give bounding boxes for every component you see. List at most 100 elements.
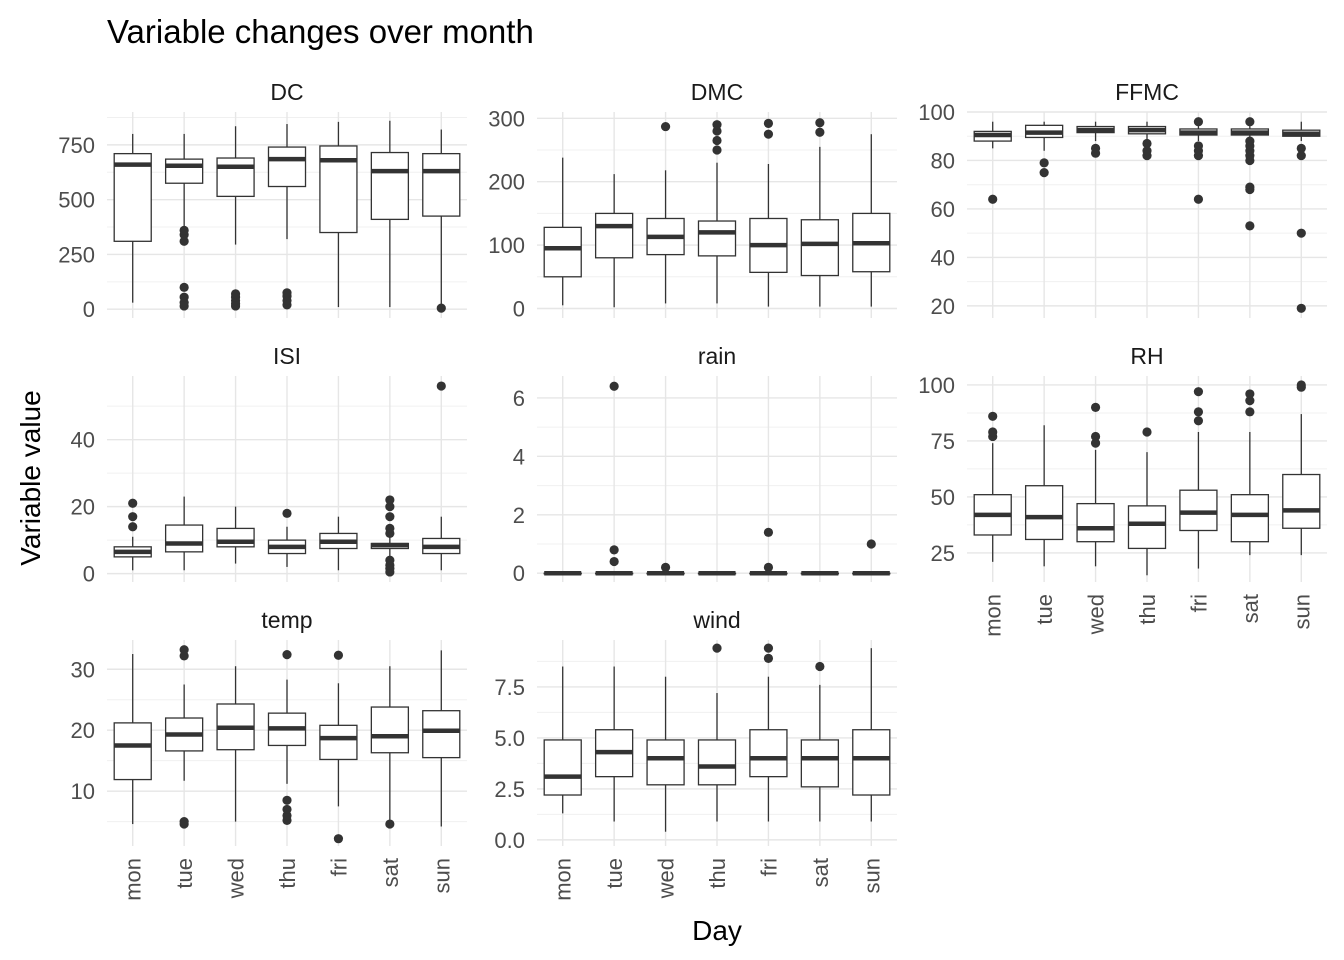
- x-tick-label: sun: [1289, 594, 1314, 629]
- outlier-point: [1296, 151, 1306, 161]
- outlier-point: [1193, 387, 1204, 397]
- y-tick-label: 7.5: [494, 675, 525, 700]
- box-ffmc-mon: [973, 121, 1012, 204]
- x-tick-label: mon: [981, 594, 1006, 637]
- outlier-point: [1193, 407, 1204, 417]
- x-tick-label: wed: [224, 858, 249, 899]
- box-body: [697, 739, 737, 786]
- box-body: [216, 157, 255, 198]
- x-tick-label: sun: [429, 858, 454, 893]
- outlier-point: [712, 120, 722, 130]
- outlier-point: [1296, 303, 1306, 313]
- outlier-point: [988, 411, 998, 421]
- box-wind-thu: [697, 643, 737, 822]
- y-tick-label: 40: [71, 428, 95, 453]
- box-temp-wed: [216, 666, 255, 822]
- outlier-point: [763, 527, 774, 537]
- y-tick-label: 0.0: [494, 828, 525, 853]
- panel-strip-label: RH: [1130, 343, 1163, 369]
- box-isi-tue: [164, 496, 204, 571]
- box-body: [749, 729, 788, 778]
- outlier-point: [712, 126, 722, 136]
- panel-dmc: DMC 0 100 200 300: [488, 79, 897, 321]
- box-isi-sun: [422, 381, 461, 571]
- outlier-point: [436, 303, 446, 313]
- x-tick-label: wed: [1084, 594, 1109, 635]
- y-tick-label: 300: [488, 106, 525, 131]
- x-tick-label: thu: [705, 858, 730, 889]
- outlier-point: [660, 121, 671, 132]
- outlier-point: [1090, 438, 1101, 448]
- y-tick-label: 20: [71, 495, 95, 520]
- outlier-point: [1193, 416, 1204, 426]
- box-wind-wed: [646, 676, 685, 832]
- outlier-point: [763, 653, 774, 663]
- box-ffmc-sat: [1230, 117, 1270, 231]
- outlier-point: [128, 498, 138, 508]
- outlier-point: [763, 118, 774, 129]
- outlier-point: [385, 819, 395, 829]
- y-tick-label: 100: [918, 373, 955, 398]
- outlier-point: [1090, 143, 1101, 153]
- x-tick-label: wed: [654, 858, 679, 899]
- panel-strip-label: DMC: [691, 79, 743, 105]
- box-rain-wed: [646, 562, 685, 576]
- box-rh-tue: [1024, 425, 1064, 567]
- box-ffmc-tue: [1024, 121, 1064, 178]
- outlier-point: [179, 292, 189, 302]
- x-tick-label: fri: [756, 858, 781, 876]
- box-wind-sun: [852, 648, 891, 822]
- box-dmc-thu: [697, 120, 737, 304]
- box-dmc-sun: [852, 134, 891, 307]
- x-tick-label: fri: [1186, 594, 1211, 612]
- y-tick-label: 10: [71, 779, 95, 804]
- outlier-point: [385, 555, 395, 565]
- box-ffmc-wed: [1076, 121, 1115, 158]
- outlier-point: [1193, 194, 1204, 204]
- panel-isi: ISI 0 20 40: [71, 343, 467, 587]
- box-temp-sat: [370, 666, 410, 829]
- box-dc-mon: [113, 133, 152, 303]
- box-dmc-sat: [800, 118, 840, 307]
- box-rain-sun: [852, 539, 891, 576]
- box-wind-tue: [594, 666, 634, 822]
- box-rain-sat: [800, 570, 840, 576]
- y-tick-label: 25: [931, 541, 955, 566]
- outlier-point: [763, 562, 774, 572]
- y-tick-label: 50: [931, 485, 955, 510]
- box-dmc-wed: [646, 121, 685, 304]
- box-isi-wed: [216, 506, 255, 564]
- x-axis-label: Day: [692, 915, 742, 946]
- box-body: [422, 710, 461, 759]
- y-tick-label: 30: [71, 657, 95, 682]
- box-isi-fri: [319, 516, 358, 571]
- outlier-point: [609, 381, 619, 391]
- outlier-point: [282, 508, 292, 518]
- box-rh-mon: [973, 411, 1012, 562]
- box-body: [164, 158, 204, 184]
- box-dmc-tue: [594, 174, 634, 308]
- outlier-point: [988, 194, 998, 204]
- x-tick-label: sun: [859, 858, 884, 893]
- outlier-point: [333, 834, 344, 844]
- x-tick-label: tue: [1032, 594, 1057, 625]
- chart-title: Variable changes over month: [107, 13, 534, 50]
- outlier-point: [660, 562, 671, 572]
- outlier-point: [609, 556, 619, 567]
- outlier-point: [230, 289, 241, 299]
- outlier-point: [1245, 407, 1255, 417]
- outlier-point: [1193, 117, 1204, 127]
- box-body: [113, 722, 152, 781]
- outlier-point: [815, 661, 825, 672]
- outlier-point: [282, 795, 292, 805]
- box-temp-thu: [267, 650, 307, 826]
- outlier-point: [1296, 228, 1306, 238]
- outlier-point: [179, 225, 189, 235]
- outlier-point: [385, 523, 395, 534]
- box-rh-fri: [1179, 387, 1218, 569]
- outlier-point: [282, 650, 292, 660]
- outlier-point: [763, 643, 774, 653]
- outlier-point: [385, 502, 395, 512]
- box-body: [319, 724, 358, 761]
